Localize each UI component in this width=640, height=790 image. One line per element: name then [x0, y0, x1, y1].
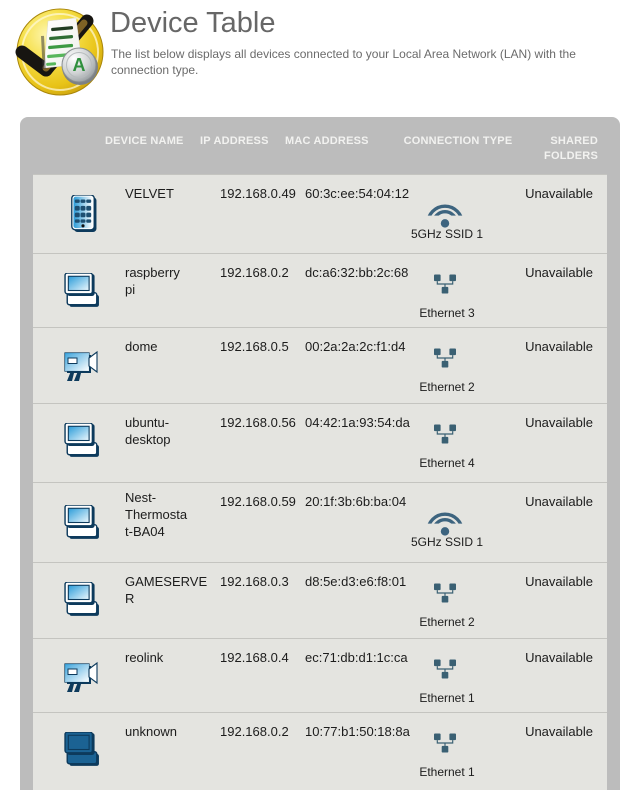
svg-text:A: A: [73, 55, 86, 75]
